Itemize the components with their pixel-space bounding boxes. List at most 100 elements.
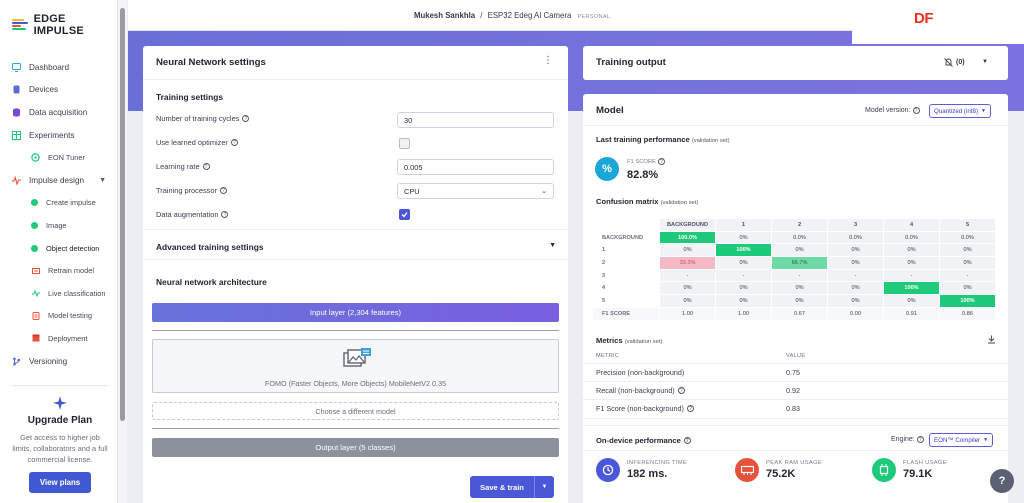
notification-count: (0) [956,59,965,66]
status-dot-icon [31,244,38,252]
save-train-button[interactable]: Save & train [470,476,534,498]
learned-optimizer-checkbox[interactable] [399,138,410,149]
last-performance-label: Last training performance [596,135,690,144]
sidebar-item-deployment[interactable]: Deployment [0,327,118,350]
table-icon [12,130,21,140]
sidebar-item-live-classification[interactable]: Live classification [0,282,118,305]
advanced-training-label: Advanced training settings [156,242,264,252]
sidebar-item-dashboard[interactable]: Dashboard [0,56,118,79]
confusion-matrix-title: Confusion matrix (validation set) [596,197,698,206]
metric-name-text: Precision (non-background) [596,368,685,378]
confusion-matrix-header: BACKGROUND 1 2 3 4 5 [592,218,996,232]
inferencing-time-value: 182 ms. [627,468,668,480]
sidebar-item-label: Devices [29,85,59,95]
cm-cell: 0% [715,294,772,308]
cm-col-header: 5 [939,218,996,232]
cm-cell: 0% [715,281,772,296]
help-circle-icon[interactable]: ? [686,405,694,413]
sidebar-item-data-acquisition[interactable]: Data acquisition [0,101,118,124]
engine-value: EON™ Compiler [934,436,981,444]
cycles-label: Number of training cycles? [156,114,250,123]
training-settings-title: Training settings [156,92,224,102]
help-circle-icon[interactable]: ? [202,163,210,170]
help-circle-icon[interactable]: ? [230,139,238,146]
processor-label-text: Training processor [156,186,217,195]
cm-row-header: 5 [592,294,660,308]
status-dot-icon [31,221,38,229]
training-output-card: Training output (0) ▼ [583,46,1008,80]
cm-cell: 0% [883,243,940,258]
sidebar-scrollbar-thumb[interactable] [120,8,125,421]
help-circle-icon[interactable]: ? [677,387,685,395]
brand-name: EDGE IMPULSE [33,13,84,37]
view-plans-button[interactable]: View plans [28,472,92,493]
help-circle-icon[interactable]: ? [683,437,691,444]
metric-name-text: Recall (non-background) [596,386,675,396]
optimizer-label-text: Use learned optimizer [156,138,228,147]
help-circle-icon[interactable]: ? [242,115,250,122]
breadcrumb-project[interactable]: ESP32 Edeg AI Camera [487,11,572,20]
ondevice-title: On-device performance? [596,436,691,445]
choose-model-button[interactable]: Choose a different model [152,402,559,420]
metrics-table: METRIC VALUE Precision (non-background) … [583,348,1008,419]
chevron-down-icon[interactable]: ▼ [99,176,106,184]
data-augmentation-checkbox[interactable] [399,209,410,220]
save-train-dropdown-button[interactable]: ▼ [534,476,554,498]
save-train-button-group: Save & train ▼ [470,476,554,498]
training-processor-select[interactable]: CPU ⌄ [397,183,554,199]
more-options-icon[interactable]: ⋮ [543,55,553,66]
brand-logo[interactable]: EDGE IMPULSE [12,13,117,37]
help-circle-icon[interactable]: ? [916,436,924,443]
help-button[interactable]: ? [990,469,1014,493]
cm-cell: 0.86 [939,306,996,321]
caret-down-icon[interactable]: ▼ [982,59,988,65]
help-circle-icon[interactable]: ? [912,107,920,114]
table-row: Precision (non-background) 0.75 [583,364,1008,383]
df-badge: DF [914,10,934,27]
help-circle-icon[interactable]: ? [219,187,227,194]
model-version-label-text: Model version: [865,107,911,114]
sidebar-item-eon-tuner[interactable]: EON Tuner [0,146,118,169]
edge-impulse-logo-icon [12,19,28,31]
sidebar-item-label: Data acquisition [29,107,88,117]
chip-icon [872,458,896,482]
pulse-icon [12,175,21,185]
training-cycles-input[interactable]: 30 [397,112,554,128]
metric-value: 0.92 [786,386,800,396]
engine-select[interactable]: EON™ Compiler ▼ [929,433,994,447]
sidebar-item-object-detection[interactable]: Object detection [0,237,118,260]
f1-label: F1 SCORE? [627,158,665,165]
cm-cell: 100.0% [659,230,716,245]
nn-settings-card: Neural Network settings ⋮ Training setti… [143,46,568,503]
sidebar-item-create-impulse[interactable]: Create impulse [0,192,118,215]
advanced-training-toggle[interactable]: Advanced training settings ▼ [156,242,556,252]
model-block[interactable]: FOMO (Faster Objects, More Objects) Mobi… [152,339,559,393]
breadcrumb-user[interactable]: Mukesh Sankhla [414,11,476,20]
sidebar-item-experiments[interactable]: Experiments [0,124,118,147]
sidebar-item-label: Dashboard [29,62,70,72]
table-row: Recall (non-background)? 0.92 [583,382,1008,401]
cm-cell: - [771,268,828,283]
model-version-select[interactable]: Quantized (int8) ▼ [929,104,991,118]
chevron-down-icon: ⌄ [541,188,547,195]
sidebar-item-devices[interactable]: Devices [0,79,118,102]
help-circle-icon[interactable]: ? [658,158,665,165]
layer-connector [152,330,559,331]
sidebar-item-retrain-model[interactable]: Retrain model [0,259,118,282]
sidebar-item-model-testing[interactable]: Model testing [0,305,118,328]
sidebar-item-impulse-design[interactable]: Impulse design ▼ [0,169,118,192]
cm-cell: 0% [827,294,884,308]
download-icon[interactable] [987,335,996,346]
upgrade-text: Get access to higher job limits, collabo… [12,433,108,464]
notifications-toggle[interactable]: (0) [944,58,965,67]
learning-rate-input[interactable]: 0.005 [397,159,554,175]
f1-label-text: F1 SCORE [627,158,656,165]
cm-row-header: BACKGROUND [592,230,660,245]
tuner-icon [31,153,40,162]
help-circle-icon[interactable]: ? [221,211,229,218]
sidebar-item-image[interactable]: Image [0,214,118,237]
validation-set-note: (validation set) [624,339,663,345]
cm-cell: 0% [827,256,884,270]
cm-cell: 0% [659,281,716,296]
sidebar-item-versioning[interactable]: Versioning [0,350,118,373]
